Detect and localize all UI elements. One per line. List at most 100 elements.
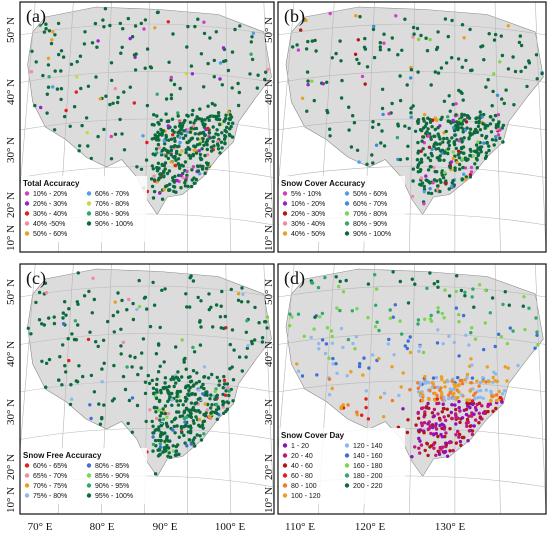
station-dot [425, 286, 429, 290]
station-dot [467, 429, 472, 433]
station-dot [185, 444, 189, 448]
station-dot [426, 191, 431, 195]
station-dot [88, 403, 92, 407]
station-dot [475, 130, 480, 134]
station-dot [109, 134, 114, 139]
station-dot [448, 449, 452, 453]
station-dot [189, 411, 193, 416]
station-dot [153, 153, 157, 157]
station-dot [494, 125, 498, 130]
station-dot [490, 296, 495, 300]
station-dot [423, 448, 427, 453]
station-dot [341, 403, 345, 407]
station-dot [436, 30, 440, 34]
station-dot [478, 388, 483, 393]
station-dot [257, 321, 261, 325]
latitude-label: 30° N [5, 137, 17, 163]
legend-background [279, 176, 405, 242]
station-dot [209, 411, 213, 415]
station-dot [447, 139, 451, 143]
station-dot [193, 132, 197, 136]
station-dot [207, 118, 211, 123]
station-dot [198, 138, 203, 143]
station-dot [409, 106, 413, 110]
station-dot [493, 113, 498, 118]
station-dot [230, 328, 235, 332]
station-dot [419, 176, 424, 180]
station-dot [100, 367, 104, 371]
station-dot [198, 343, 203, 347]
station-dot [474, 418, 478, 422]
parallel-line [278, 380, 546, 393]
station-dot [220, 83, 224, 87]
station-dot [202, 432, 206, 436]
panel-frame [277, 1, 547, 253]
station-dot [153, 472, 158, 476]
station-dot [215, 142, 220, 146]
station-dot [132, 101, 136, 105]
station-dot [220, 131, 224, 135]
station-dot [411, 25, 416, 30]
station-dot [199, 299, 203, 303]
station-dot [160, 131, 165, 136]
station-dot [407, 126, 411, 130]
station-dot [335, 306, 339, 310]
station-dot [147, 381, 152, 386]
station-dot [480, 115, 484, 119]
station-dot [189, 415, 194, 419]
land-area [27, 268, 272, 478]
legend-item-label: 75% - 80% [33, 493, 67, 500]
station-dot [185, 173, 189, 178]
legend-item-label: 80% - 90% [95, 211, 129, 218]
station-dot [372, 24, 376, 29]
station-dot [364, 405, 368, 410]
station-dot [460, 382, 465, 386]
station-dot [452, 141, 456, 145]
station-dot [473, 391, 477, 395]
station-dot [500, 53, 505, 58]
station-dot [416, 163, 420, 167]
station-dot [416, 416, 421, 420]
station-dot [121, 374, 126, 379]
station-dot [428, 37, 432, 42]
station-dot [415, 158, 420, 162]
station-dot [77, 364, 81, 368]
station-dot [450, 136, 454, 140]
latitude-label: 30° N [263, 399, 275, 425]
station-dot [487, 32, 491, 36]
station-dot [151, 167, 155, 171]
station-dot [201, 131, 206, 135]
station-dot [211, 325, 215, 329]
station-dot [434, 427, 439, 431]
station-dot [434, 431, 438, 436]
station-dot [193, 392, 197, 397]
station-dot [463, 166, 468, 170]
station-dot [408, 388, 412, 392]
station-dot [173, 163, 178, 168]
station-dot [470, 68, 474, 72]
station-dot [478, 128, 483, 132]
legend-item-label: 40 - 60 [291, 463, 313, 470]
station-dot [176, 403, 181, 407]
station-dot [434, 147, 438, 151]
station-dot [494, 138, 498, 142]
station-dot [161, 407, 165, 411]
station-dot [460, 122, 465, 126]
station-dot [459, 288, 464, 293]
station-dot [47, 29, 52, 33]
station-dot [151, 196, 156, 200]
station-dot [434, 179, 439, 183]
station-dot [214, 402, 219, 407]
station-dot [477, 384, 481, 388]
station-dot [228, 342, 232, 347]
station-dot [133, 68, 138, 72]
station-dot [152, 123, 156, 127]
station-dot [128, 354, 132, 358]
station-dot [444, 431, 448, 435]
station-dot [477, 421, 481, 425]
station-dot [75, 380, 80, 384]
station-dot [46, 56, 51, 60]
station-dot [504, 88, 508, 92]
station-dot [500, 97, 504, 101]
